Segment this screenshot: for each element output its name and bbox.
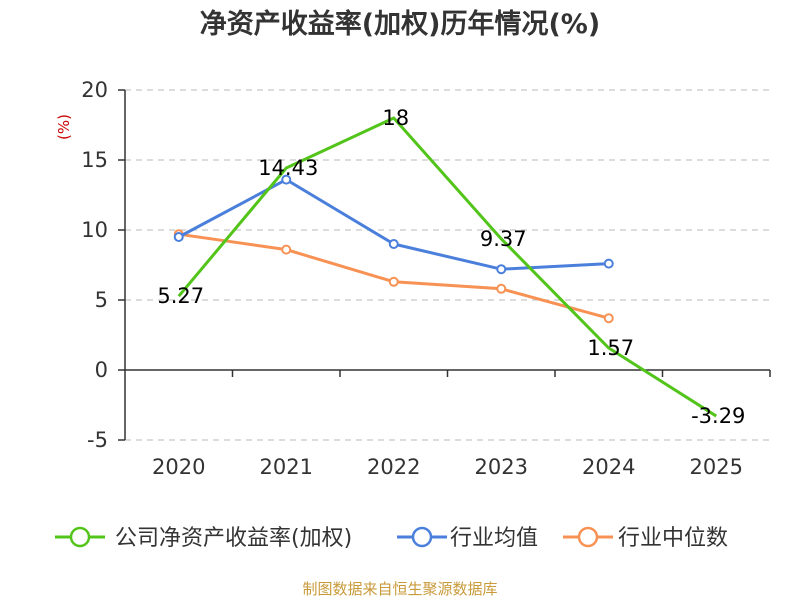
series-2-point-3	[496, 283, 507, 294]
y-tick-label: 15	[81, 148, 108, 172]
data-label-2022: 18	[382, 106, 409, 130]
data-label-2020: 5.27	[157, 284, 204, 308]
x-tick-label-2025: 2025	[690, 455, 743, 479]
grid-lines	[125, 89, 770, 441]
x-axis-ticks: 2020 2021 2022 2023 2024 2025	[152, 455, 743, 479]
y-axis-unit: (%)	[55, 114, 73, 140]
y-tick-label: 20	[81, 78, 108, 102]
data-labels: 5.27 14.43 18 9.37 1.57 -3.29	[157, 106, 745, 428]
legend-marker-1	[411, 526, 433, 548]
legend-label-2: 行业中位数	[618, 526, 728, 551]
x-tick-label-2022: 2022	[367, 455, 420, 479]
series-line-0	[177, 116, 718, 418]
y-tick-label: 0	[95, 358, 108, 382]
data-label-2024: 1.57	[587, 336, 634, 360]
source-note: 制图数据来自恒生聚源数据库	[302, 580, 497, 598]
x-tick-label-2024: 2024	[582, 455, 635, 479]
series-2-point-1	[281, 244, 292, 255]
x-tick-label-2020: 2020	[152, 455, 205, 479]
series-2-point-4	[603, 313, 614, 324]
chart-title: 净资产收益率(加权)历年情况(%)	[200, 8, 600, 40]
x-axis	[125, 369, 771, 377]
legend: 公司净资产收益率(加权) 行业均值 行业中位数	[55, 526, 728, 551]
series-1-point-3	[496, 264, 507, 275]
series-1-point-4	[603, 258, 614, 269]
series-line-1	[178, 178, 609, 271]
x-tick-label-2021: 2021	[260, 455, 313, 479]
series-layer	[173, 116, 718, 418]
y-axis-ticks: -5 0 5 10 15 20	[81, 78, 126, 452]
series-2-point-2	[388, 276, 399, 287]
y-tick-label: 5	[95, 288, 108, 312]
series-1-point-2	[388, 239, 399, 249]
legend-label-0: 公司净资产收益率(加权)	[115, 526, 352, 551]
series-1-point-0	[173, 232, 184, 242]
legend-marker-2	[577, 526, 599, 548]
y-tick-label: -5	[87, 428, 108, 452]
legend-marker-0	[69, 526, 91, 548]
legend-label-1: 行业均值	[450, 526, 538, 551]
data-label-2023: 9.37	[480, 227, 527, 251]
series-1-point-1	[281, 174, 292, 185]
y-tick-label: 10	[81, 218, 108, 242]
data-label-2021: 14.43	[258, 156, 318, 180]
data-label-2025: -3.29	[691, 404, 745, 428]
x-tick-label-2023: 2023	[475, 455, 528, 479]
